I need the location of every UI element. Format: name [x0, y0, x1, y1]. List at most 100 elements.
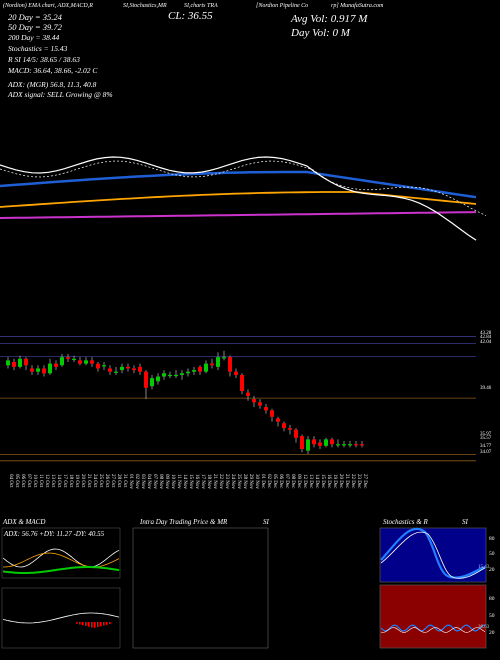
candle-body — [156, 376, 160, 382]
stochastic-d-line — [380, 531, 486, 579]
price-axis-label: 43.28 — [480, 331, 492, 336]
date-label: 09 Dec — [296, 474, 301, 489]
date-label: 09 Nov — [164, 474, 169, 489]
macd-histogram-bar — [100, 622, 102, 627]
candle-body — [246, 392, 250, 396]
date-label: 15 Dec — [320, 474, 325, 489]
candle-body — [354, 444, 358, 446]
candle-body — [198, 366, 202, 372]
date-label: 12 Dec — [302, 474, 307, 489]
date-label: 27 Oct — [110, 474, 115, 488]
date-label: 30 Nov — [254, 474, 259, 489]
date-label: 04 Nov — [146, 474, 151, 489]
date-label: 24 Oct — [92, 474, 97, 488]
header-title-left: (Nordion) EMA chart, ADX,MACD,R — [3, 3, 93, 9]
date-label: 01 Dec — [260, 474, 265, 489]
date-label: 07 Nov — [152, 474, 157, 489]
date-label: 08 Dec — [290, 474, 295, 489]
date-label: 20 Dec — [338, 474, 343, 489]
macd-histogram-bar — [91, 622, 93, 628]
date-label: 24 Nov — [230, 474, 235, 489]
candle-body — [324, 439, 328, 446]
adx-line — [2, 548, 120, 568]
stoch-tick-20: 20 — [489, 567, 495, 573]
candle-body — [126, 366, 130, 369]
panel-lines — [2, 527, 486, 633]
date-label: 28 Nov — [242, 474, 247, 489]
candle-body — [306, 439, 310, 451]
candle-body — [96, 363, 100, 369]
di-plus-line — [2, 566, 120, 574]
macd-histogram-bar — [109, 622, 111, 624]
date-label: 17 Nov — [200, 474, 205, 489]
date-label: 10 Oct — [32, 474, 37, 488]
date-label: 04 Oct — [8, 474, 13, 488]
candle-body — [204, 363, 208, 372]
header-title-far2: rp] MunafaSutra.com — [331, 3, 384, 9]
stoch-panel — [379, 527, 487, 583]
date-label: 02 Dec — [266, 474, 271, 489]
date-label: 15 Nov — [188, 474, 193, 489]
candle-body — [360, 444, 364, 446]
candle-body — [150, 378, 154, 387]
rsi-tick-50: 50 — [489, 613, 495, 619]
candle-body — [36, 368, 40, 372]
close-price: CL: 36.55 — [168, 10, 213, 22]
rsi-tick-20: 20 — [489, 630, 495, 636]
ema50-label: 50 Day = 39.72 — [8, 22, 62, 32]
candles — [6, 350, 364, 454]
candle-body — [270, 410, 274, 417]
candle-body — [6, 360, 10, 366]
candle-body — [192, 370, 196, 372]
rsi-panel — [379, 584, 487, 649]
macd-histogram-bar — [103, 622, 105, 626]
macd-histogram-bar — [94, 622, 96, 628]
date-label: 06 Oct — [20, 474, 25, 488]
date-label: 03 Nov — [140, 474, 145, 489]
adx-signal-label: ADX signal: SELL Growing @ 8% — [8, 90, 113, 99]
date-label: 29 Nov — [248, 474, 253, 489]
date-label: 20 Oct — [80, 474, 85, 488]
candle-body — [264, 407, 268, 411]
ema200-line — [0, 211, 477, 219]
date-label: 16 Nov — [194, 474, 199, 489]
ema-lines — [0, 156, 487, 241]
header-title-right: SI,charts TRA — [184, 3, 218, 9]
date-label: 18 Nov — [206, 474, 211, 489]
ema20-label: 20 Day = 35.24 — [8, 12, 62, 22]
date-label: 14 Nov — [182, 474, 187, 489]
header-title-far: [Nordion Pipeline Co — [256, 3, 309, 9]
candle-body — [12, 362, 16, 367]
stoch-tick-50: 50 — [489, 551, 495, 557]
adx-values: ADX: 56.76 +DY: 11.27 -DY: 40.55 — [4, 530, 105, 538]
candle-body — [228, 357, 232, 372]
macd-histogram-bar — [76, 622, 78, 624]
candle-body — [288, 428, 292, 430]
di-minus-line — [3, 552, 120, 568]
date-label: 23 Nov — [224, 474, 229, 489]
date-label: 16 Dec — [326, 474, 331, 489]
rsi-tick-80: 80 — [489, 596, 495, 602]
intraday-panel — [132, 527, 269, 649]
date-label: 21 Dec — [344, 474, 349, 489]
date-label: 19 Oct — [74, 474, 79, 488]
candle-body — [210, 363, 214, 366]
date-label: 11 Nov — [176, 474, 181, 489]
candle-body — [252, 399, 256, 403]
stoch-label: Stochastics = 15.43 — [8, 44, 68, 53]
date-label: 13 Dec — [308, 474, 313, 489]
rsi-label: R SI 14/5: 38.65 / 38.63 — [8, 55, 80, 64]
date-label: 10 Nov — [170, 474, 175, 489]
candle-body — [48, 363, 52, 374]
intraday-panel-title: Intra Day Trading Price & MR — [140, 518, 228, 526]
candle-body — [294, 429, 298, 438]
date-label: 23 Dec — [356, 474, 361, 489]
header-title-mid: SI,Stochastics,MR — [123, 3, 167, 9]
candle-body — [54, 363, 58, 367]
adx-label: ADX: (MGR) 56.8, 11.3, 40.8 — [8, 80, 97, 89]
candle-body — [240, 374, 244, 392]
price-levels — [0, 336, 476, 462]
stoch-last: 15.43 — [478, 565, 490, 570]
candle-body — [60, 357, 64, 366]
